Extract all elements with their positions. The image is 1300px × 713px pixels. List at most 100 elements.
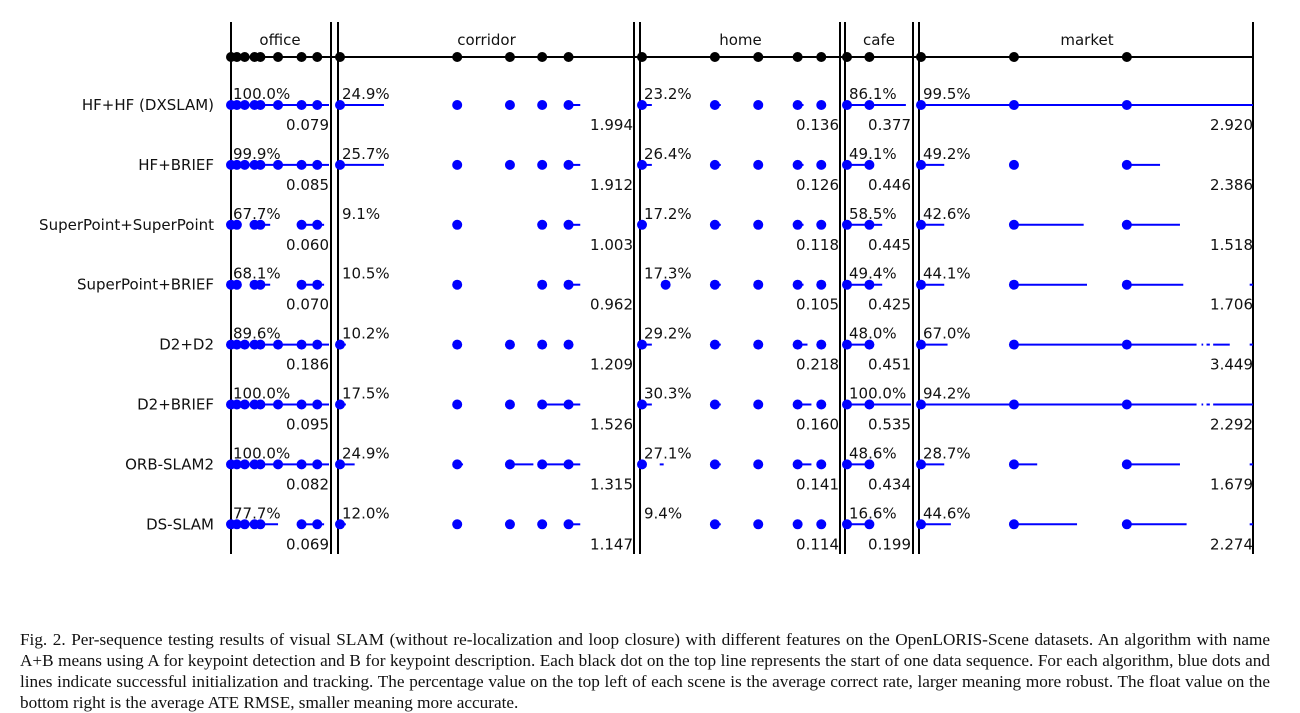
tracking-start-dot bbox=[916, 159, 926, 170]
tracking-start-dot bbox=[864, 159, 875, 170]
tracking-start-dot bbox=[1121, 219, 1132, 230]
tracking-start-dot bbox=[1008, 279, 1019, 290]
tracking-start-dot bbox=[916, 459, 926, 470]
tracking-start-dot bbox=[816, 459, 827, 470]
ate-rmse-label: 0.118 bbox=[796, 236, 839, 254]
tracking-start-dot bbox=[816, 100, 827, 110]
tracking-start-dot bbox=[916, 279, 926, 290]
tracking-start-dot bbox=[273, 459, 284, 470]
tracking-start-dot bbox=[563, 279, 574, 290]
correct-rate-label: 9.4% bbox=[644, 504, 682, 522]
correct-rate-label: 12.0% bbox=[342, 504, 390, 522]
scene-label: cafe bbox=[863, 31, 895, 49]
tracking-start-dot bbox=[231, 279, 242, 290]
tracking-start-dot bbox=[452, 519, 463, 530]
tracking-start-dot bbox=[709, 459, 720, 470]
algorithm-label: ORB-SLAM2 bbox=[125, 455, 214, 473]
correct-rate-label: 16.6% bbox=[849, 504, 897, 522]
tracking-start-dot bbox=[231, 159, 242, 170]
tracking-start-dot bbox=[563, 399, 574, 410]
tracking-start-dot bbox=[335, 399, 345, 410]
sequence-start-dot bbox=[452, 52, 463, 62]
tracking-start-dot bbox=[239, 459, 250, 470]
ate-rmse-label: 2.920 bbox=[1210, 116, 1253, 134]
tracking-start-dot bbox=[537, 279, 548, 290]
correct-rate-label: 10.5% bbox=[342, 265, 390, 283]
correct-rate-label: 44.6% bbox=[923, 504, 971, 522]
tracking-start-dot bbox=[842, 279, 852, 290]
correct-rate-label: 77.7% bbox=[233, 504, 281, 522]
tracking-start-dot bbox=[296, 519, 307, 530]
tracking-start-dot bbox=[753, 279, 764, 290]
ate-rmse-label: 1.526 bbox=[590, 416, 633, 434]
tracking-start-dot bbox=[864, 459, 875, 470]
sequence-start-dot bbox=[273, 52, 284, 62]
tracking-start-dot bbox=[864, 339, 875, 350]
ate-rmse-label: 1.209 bbox=[590, 356, 633, 374]
tracking-start-dot bbox=[1121, 339, 1132, 350]
tracking-start-dot bbox=[1121, 399, 1132, 410]
ate-rmse-label: 0.060 bbox=[286, 236, 329, 254]
sequence-start-dot bbox=[916, 52, 926, 62]
correct-rate-label: 100.0% bbox=[233, 385, 290, 403]
tracking-start-dot bbox=[842, 459, 852, 470]
tracking-start-dot bbox=[792, 159, 803, 170]
ate-rmse-label: 0.446 bbox=[868, 176, 911, 194]
tracking-start-dot bbox=[452, 159, 463, 170]
tracking-start-dot bbox=[1121, 519, 1132, 530]
sequence-start-dot bbox=[537, 52, 548, 62]
tracking-start-dot bbox=[312, 159, 323, 170]
tracking-start-dot bbox=[312, 279, 323, 290]
tracking-start-dot bbox=[312, 339, 323, 350]
tracking-start-dot bbox=[537, 159, 548, 170]
algorithm-label: HF+BRIEF bbox=[138, 156, 214, 174]
tracking-start-dot bbox=[792, 219, 803, 230]
tracking-start-dot bbox=[709, 279, 720, 290]
correct-rate-label: 17.3% bbox=[644, 265, 692, 283]
tracking-start-dot bbox=[255, 339, 266, 350]
tracking-start-dot bbox=[537, 219, 548, 230]
tracking-start-dot bbox=[504, 339, 515, 350]
ate-rmse-label: 1.518 bbox=[1210, 236, 1253, 254]
algorithm-label: SuperPoint+SuperPoint bbox=[39, 216, 214, 234]
ate-rmse-label: 0.079 bbox=[286, 116, 329, 134]
correct-rate-label: 100.0% bbox=[233, 85, 290, 103]
tracking-start-dot bbox=[916, 399, 926, 410]
tracking-start-dot bbox=[452, 459, 463, 470]
correct-rate-label: 29.2% bbox=[644, 325, 692, 343]
ate-rmse-label: 0.105 bbox=[796, 296, 839, 314]
tracking-start-dot bbox=[452, 339, 463, 350]
tracking-start-dot bbox=[792, 519, 803, 530]
sequence-start-dot bbox=[239, 52, 250, 62]
tracking-start-dot bbox=[1008, 159, 1019, 170]
tracking-start-dot bbox=[563, 339, 574, 350]
tracking-start-dot bbox=[637, 339, 647, 350]
tracking-start-dot bbox=[504, 399, 515, 410]
correct-rate-label: 23.2% bbox=[644, 85, 692, 103]
correct-rate-label: 25.7% bbox=[342, 145, 390, 163]
tracking-start-dot bbox=[864, 399, 875, 410]
correct-rate-label: 28.7% bbox=[923, 444, 971, 462]
tracking-start-dot bbox=[842, 219, 852, 230]
tracking-start-dot bbox=[335, 339, 345, 350]
tracking-start-dot bbox=[312, 100, 323, 110]
correct-rate-label: 99.5% bbox=[923, 85, 971, 103]
sequence-start-dot bbox=[1121, 52, 1132, 62]
algorithm-label: SuperPoint+BRIEF bbox=[77, 276, 214, 294]
tracking-start-dot bbox=[916, 519, 926, 530]
tracking-start-dot bbox=[709, 519, 720, 530]
tracking-start-dot bbox=[563, 159, 574, 170]
ate-rmse-label: 1.994 bbox=[590, 116, 633, 134]
tracking-start-dot bbox=[1008, 519, 1019, 530]
correct-rate-label: 24.9% bbox=[342, 444, 390, 462]
sequence-start-dot bbox=[1008, 52, 1019, 62]
ate-rmse-label: 0.962 bbox=[590, 296, 633, 314]
tracking-start-dot bbox=[296, 399, 307, 410]
sequence-start-dot bbox=[231, 52, 242, 62]
tracking-start-dot bbox=[452, 279, 463, 290]
algorithm-label: DS-SLAM bbox=[146, 515, 214, 533]
tracking-start-dot bbox=[231, 399, 242, 410]
tracking-start-dot bbox=[637, 459, 647, 470]
tracking-start-dot bbox=[709, 399, 720, 410]
tracking-start-dot bbox=[709, 339, 720, 350]
